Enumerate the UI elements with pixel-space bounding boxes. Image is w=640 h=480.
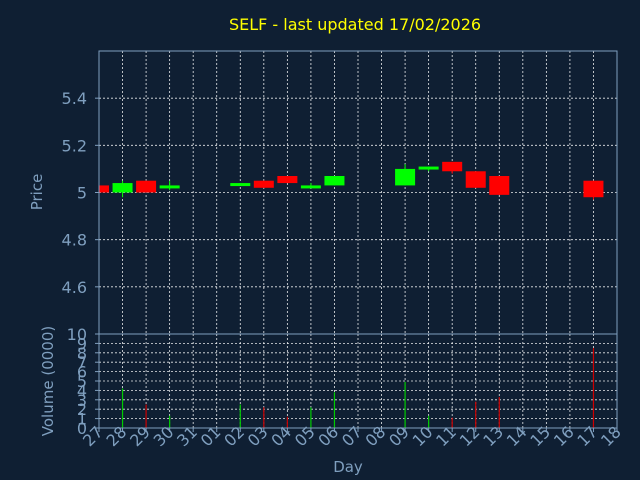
volume-tick-label: 9 xyxy=(77,334,87,353)
candle-body xyxy=(99,185,110,193)
candle-body xyxy=(465,171,486,188)
candle-body xyxy=(300,185,321,189)
candle-body xyxy=(418,166,439,170)
candle-body xyxy=(324,175,345,186)
price-tick-label: 5.4 xyxy=(62,89,87,108)
volume-tick-label: 2 xyxy=(77,400,87,419)
candle-body xyxy=(253,180,274,188)
price-tick-label: 4.6 xyxy=(62,278,87,297)
day-axis-label: Day xyxy=(333,458,363,476)
volume-panel-frame xyxy=(98,333,618,429)
price-tick-label: 4.8 xyxy=(62,231,87,250)
volume-tick-label: 8 xyxy=(77,344,87,363)
volume-tick-label: 10 xyxy=(67,325,87,344)
price-tick-label: 5.2 xyxy=(62,136,87,155)
chart-title: SELF - last updated 17/02/2026 xyxy=(229,15,481,34)
candle-body xyxy=(230,183,251,187)
candle-body xyxy=(395,168,416,186)
candle-body xyxy=(159,185,180,189)
candle-body xyxy=(442,161,463,172)
volume-axis-label: Volume (0000) xyxy=(39,326,57,436)
price-tick-label: 5 xyxy=(77,184,87,203)
volume-tick-label: 0 xyxy=(77,419,87,438)
candle-body xyxy=(583,180,604,198)
candle-body xyxy=(112,183,133,193)
candle-body xyxy=(277,175,298,184)
candle-body xyxy=(136,180,157,193)
volume-tick-label: 6 xyxy=(77,363,87,382)
day-tick-label: 18 xyxy=(597,422,625,450)
volume-tick-label: 1 xyxy=(77,410,87,429)
candle-body xyxy=(489,175,510,195)
volume-tick-label: 3 xyxy=(77,391,87,410)
volume-tick-label: 7 xyxy=(77,353,87,372)
price-axis-label: Price xyxy=(28,174,46,211)
grid-layer xyxy=(99,51,617,428)
marks-layer xyxy=(98,161,604,428)
volume-tick-label: 5 xyxy=(77,372,87,391)
volume-tick-label: 4 xyxy=(77,381,87,400)
